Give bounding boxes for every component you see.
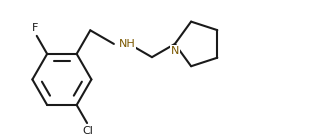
Text: Cl: Cl [82, 126, 93, 136]
Text: F: F [32, 23, 38, 33]
Text: NH: NH [118, 39, 135, 49]
Text: N: N [171, 46, 179, 56]
